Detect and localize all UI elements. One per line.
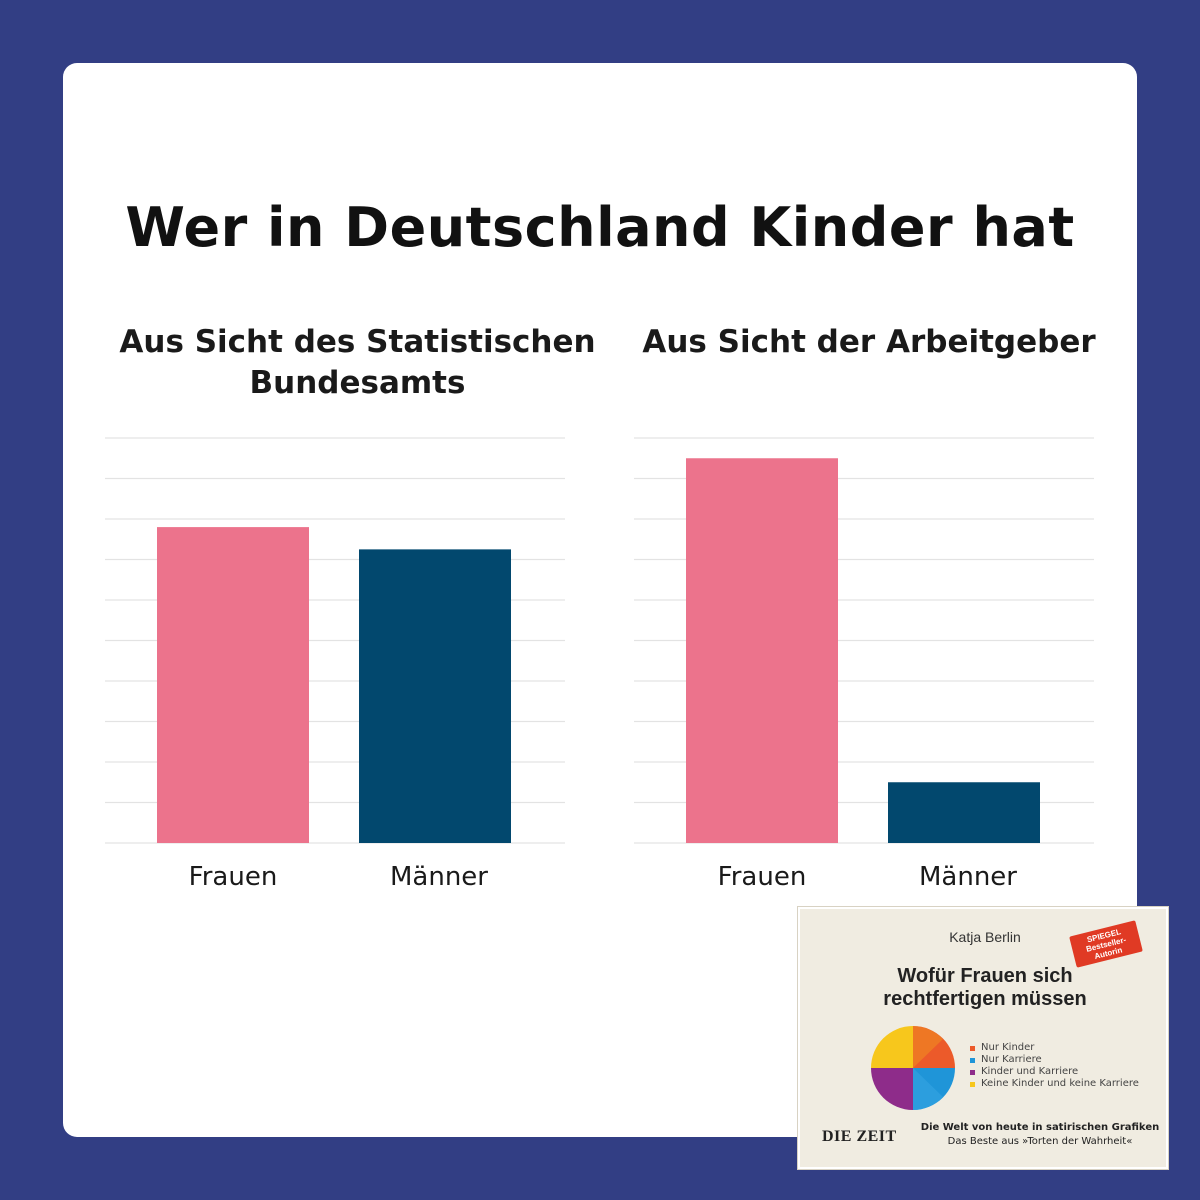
tagline-bold: Die Welt von heute in satirischen Grafik… [920,1122,1160,1133]
category-label: Männer [919,862,1017,892]
chart-title-arbeitgeber: Aus Sicht der Arbeitgeber [642,324,1096,360]
category-label: Frauen [718,862,807,892]
book-tagline: Die Welt von heute in satirischen Grafik… [920,1121,1160,1149]
legend-swatch [970,1069,975,1075]
bar-maenner [359,549,511,843]
publisher-logo: DIE ZEIT [822,1128,897,1145]
bars [157,527,511,843]
bars [686,458,1040,843]
book-author: Katja Berlin [949,929,1021,945]
legend-swatch [970,1057,975,1063]
book-title-line: rechtfertigen müssen [883,988,1087,1010]
book-pie-chart-icon [871,1026,955,1110]
legend-label: Nur Karriere [981,1054,1042,1065]
category-label: Männer [390,862,488,892]
category-labels: Frauen Männer [189,862,489,892]
category-labels: Frauen Männer [718,862,1018,892]
legend-label: Kinder und Karriere [981,1066,1079,1077]
legend-item: Nur Kinder [970,1042,1139,1054]
bar-maenner [888,782,1040,843]
pie-slice [871,1026,913,1068]
category-label: Frauen [189,862,278,892]
legend-swatch [970,1081,975,1087]
legend-label: Nur Kinder [981,1042,1035,1053]
pie-slice [871,1068,913,1110]
bar-frauen [686,458,838,843]
legend-item: Kinder und Karriere [970,1066,1139,1078]
book-title: Wofür Frauen sich rechtfertigen müssen [800,965,1170,1011]
tagline: Das Beste aus »Torten der Wahrheit« [947,1136,1133,1147]
legend-label: Keine Kinder und keine Karriere [981,1078,1139,1089]
legend-item: Keine Kinder und keine Karriere [970,1078,1139,1090]
chart-title-statistisches-bundesamt: Aus Sicht des Statistischen Bundesamts [119,324,596,401]
book-title-line: Wofür Frauen sich [897,965,1073,987]
legend-swatch [970,1045,975,1051]
legend-item: Nur Karriere [970,1054,1139,1066]
main-title: Wer in Deutschland Kinder hat [125,196,1075,259]
bar-frauen [157,527,309,843]
book-legend: Nur Kinder Nur Karriere Kinder und Karri… [970,1042,1139,1090]
